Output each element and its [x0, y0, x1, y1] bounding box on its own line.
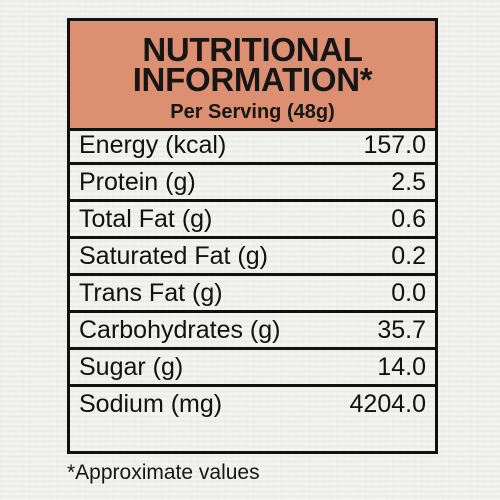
nutrient-value: 4204.0	[349, 390, 426, 418]
nutrient-row-protein: Protein (g) 2.5	[70, 163, 435, 202]
nutrient-value: 14.0	[252, 348, 435, 387]
nutrient-row-carbohydrates: Carbohydrates (g) 35.7	[70, 311, 435, 350]
nutrient-row-trans-fat: Trans Fat (g) 0.0	[70, 274, 435, 313]
nutrient-value: 2.5	[252, 163, 435, 202]
nutrient-name: Sodium (mg)	[79, 390, 223, 418]
nutrient-name: Energy (kcal)	[70, 128, 253, 165]
nutrient-name: Saturated Fat (g)	[70, 237, 268, 276]
nutrient-name: Carbohydrates (g)	[70, 311, 280, 350]
label-title-line2: INFORMATION*	[132, 61, 373, 98]
nutrient-name: Trans Fat (g)	[70, 274, 253, 313]
nutrient-value: 0.2	[252, 237, 435, 276]
nutrient-value: 0.0	[252, 274, 435, 313]
nutrition-label: NUTRITIONAL INFORMATION* Per Serving (48…	[67, 18, 438, 454]
nutrient-value: 35.7	[252, 311, 435, 350]
serving-size: Per Serving (48g)	[170, 101, 335, 123]
nutrient-name: Total Fat (g)	[70, 200, 253, 239]
nutrient-name: Protein (g)	[70, 163, 253, 202]
nutrient-value: 157.0	[252, 128, 435, 165]
nutrient-row-total-fat: Total Fat (g) 0.6	[70, 200, 435, 239]
nutrient-row-sodium: Sodium (mg) 4204.0	[70, 386, 435, 422]
label-header: NUTRITIONAL INFORMATION* Per Serving (48…	[70, 21, 435, 131]
nutrient-table: Energy (kcal) 157.0 Protein (g) 2.5 Tota…	[70, 128, 435, 421]
nutrient-row-saturated-fat: Saturated Fat (g) 0.2	[70, 237, 435, 276]
nutrient-row-sugar: Sugar (g) 14.0	[70, 348, 435, 387]
nutrient-name: Sugar (g)	[70, 348, 253, 387]
nutrient-value: 0.6	[252, 200, 435, 239]
nutrient-row-energy: Energy (kcal) 157.0	[70, 128, 435, 165]
footnote: *Approximate values	[67, 461, 260, 484]
label-title-line1: NUTRITIONAL	[142, 31, 363, 68]
